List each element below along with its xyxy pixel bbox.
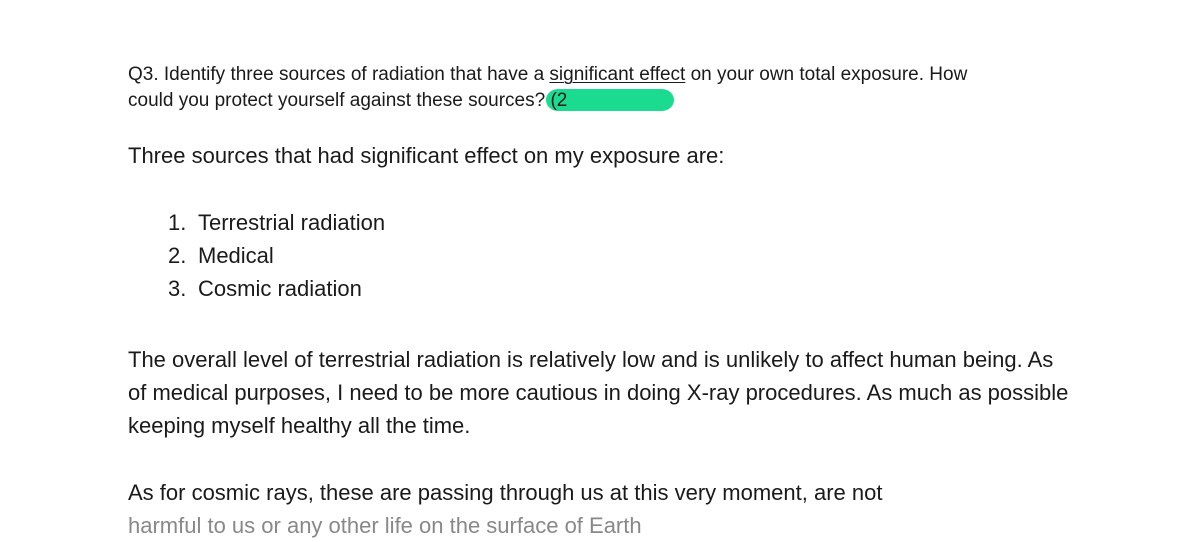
- sources-list: 1. Terrestrial radiation 2. Medical 3. C…: [168, 206, 1072, 305]
- cosmic-line1: As for cosmic rays, these are passing th…: [128, 480, 882, 505]
- list-number: 1.: [168, 206, 198, 239]
- question-post-text: on your own total exposure. How: [685, 64, 967, 85]
- intro-text: Three sources that had significant effec…: [128, 141, 1072, 172]
- list-number: 2.: [168, 239, 198, 272]
- list-text: Cosmic radiation: [198, 272, 362, 305]
- paragraph-terrestrial: The overall level of terrestrial radiati…: [128, 343, 1072, 442]
- question-pre-text: Q3. Identify three sources of radiation …: [128, 64, 549, 85]
- question-prompt: Q3. Identify three sources of radiation …: [128, 62, 1072, 113]
- highlight-wrapper: (2: [550, 88, 567, 114]
- paragraph-cosmic: As for cosmic rays, these are passing th…: [128, 476, 1072, 542]
- question-underlined: significant effect: [549, 64, 685, 85]
- list-item: 1. Terrestrial radiation: [168, 206, 1072, 239]
- question-line2: could you protect yourself against these…: [128, 88, 1072, 114]
- document-container: Q3. Identify three sources of radiation …: [0, 0, 1200, 542]
- list-item: 2. Medical: [168, 239, 1072, 272]
- list-item: 3. Cosmic radiation: [168, 272, 1072, 305]
- paren-open: (2: [550, 90, 567, 111]
- list-number: 3.: [168, 272, 198, 305]
- list-text: Medical: [198, 239, 274, 272]
- list-text: Terrestrial radiation: [198, 206, 385, 239]
- question-line2-pre: could you protect yourself against these…: [128, 90, 550, 111]
- question-line1: Q3. Identify three sources of radiation …: [128, 62, 1072, 88]
- cosmic-line2: harmful to us or any other life on the s…: [128, 513, 642, 538]
